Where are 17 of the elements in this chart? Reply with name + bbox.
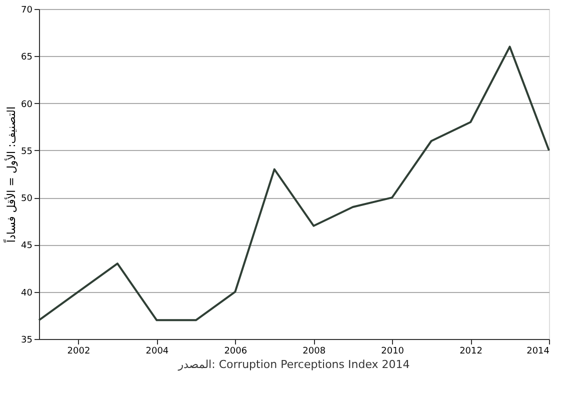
y-tick-label: 55 xyxy=(21,146,32,157)
x-tick-label: 2002 xyxy=(67,346,90,356)
x-tick-label: 2012 xyxy=(460,346,482,356)
y-tick-label: 40 xyxy=(21,288,33,298)
x-tick-label: 2014 xyxy=(526,346,550,356)
y-tick-label: 45 xyxy=(21,241,32,252)
y-tick-label: 35 xyxy=(21,336,32,346)
x-tick-label: 2008 xyxy=(302,346,326,356)
y-axis-title: التصنيف: الأول = الأقل فساداً xyxy=(2,106,18,243)
text: المصدر: Corruption Perceptions Index 2014 xyxy=(177,358,410,371)
x-tick-label: 2010 xyxy=(381,346,404,356)
x-tick-label: 2006 xyxy=(224,346,248,356)
y-tick-label: 70 xyxy=(21,6,33,16)
y-tick-label: 60 xyxy=(21,100,33,110)
x-tick-label: 2004 xyxy=(146,346,169,356)
y-tick-label: 65 xyxy=(21,52,32,63)
y-tick-label: 50 xyxy=(21,194,33,204)
